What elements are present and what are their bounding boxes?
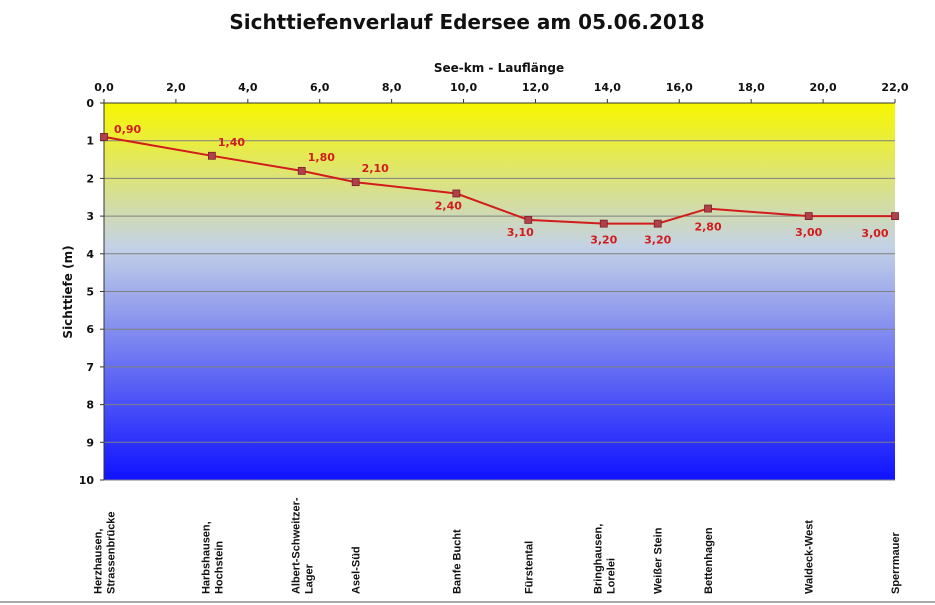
x-tick-label: 20,0 (810, 81, 837, 94)
y-tick-label: 0 (86, 97, 94, 110)
site-label: Bettenhagen (703, 527, 715, 594)
y-tick-label: 7 (86, 361, 94, 374)
site-label: Asel-Süd (351, 546, 363, 594)
x-tick-label: 22,0 (881, 81, 908, 94)
y-tick-label: 10 (79, 474, 95, 487)
data-label: 2,40 (435, 199, 462, 212)
site-label: Fürstental (523, 541, 535, 594)
data-point (599, 219, 608, 228)
data-point (891, 212, 899, 221)
y-tick-label: 6 (86, 323, 94, 336)
site-label: Hochstein (213, 541, 225, 594)
chart-title: Sichttiefenverlauf Edersee am 05.06.2018 (229, 10, 704, 34)
site-label: Strassenbrücke (106, 511, 118, 594)
site-label: Herzhausen, (93, 529, 105, 594)
y-tick-label: 3 (86, 210, 94, 223)
data-point (452, 189, 461, 198)
data-label: 3,00 (795, 226, 822, 239)
site-label: Banfe Bucht (451, 529, 463, 594)
y-tick-label: 5 (86, 286, 94, 299)
site-labels: Herzhausen, Strassenbrücke Harbshausen, Hoc… (93, 497, 903, 594)
data-label: 2,10 (362, 162, 389, 175)
data-point (704, 204, 712, 213)
site-label: Weißer Stein (653, 527, 665, 594)
site-label: Lager (303, 563, 315, 594)
y-tick-labels: 0 1 2 3 4 5 6 7 8 9 10 (79, 97, 95, 487)
site-label: Waldeck-West (804, 520, 816, 594)
site-label: Harbshausen, (200, 521, 212, 594)
data-point (207, 151, 216, 160)
x-tick-label: 14,0 (594, 81, 621, 94)
x-tick-label: 0,0 (94, 81, 114, 94)
data-point (100, 133, 108, 141)
data-label: 0,90 (114, 123, 141, 136)
data-label: 3,20 (644, 234, 671, 247)
y-tick-label: 9 (86, 436, 94, 449)
gridlines (100, 102, 895, 481)
data-label: 3,20 (590, 234, 617, 247)
data-label: 1,80 (308, 151, 335, 164)
site-label: Lorelei (605, 558, 617, 594)
x-tick-label: 12,0 (522, 81, 549, 94)
site-label: Sperrmauer (890, 532, 902, 594)
series-sichttiefe (100, 133, 899, 228)
site-label: Albert-Schweitzer- (290, 497, 302, 594)
data-label: 1,40 (218, 136, 245, 149)
data-point (351, 178, 360, 187)
x-tick-label: 6,0 (310, 81, 330, 94)
data-label: 3,00 (861, 227, 888, 240)
x-tick-label: 2,0 (166, 81, 186, 94)
site-label: Bringhausen, (592, 524, 604, 594)
x-tick-label: 18,0 (738, 81, 765, 94)
x-tick-label: 8,0 (382, 81, 402, 94)
x-tick-label: 16,0 (666, 81, 693, 94)
y-tick-label: 4 (86, 248, 94, 261)
data-point (653, 219, 662, 228)
data-point (804, 212, 813, 221)
data-label: 3,10 (507, 226, 534, 239)
y-tick-label: 1 (86, 135, 94, 148)
y-tick-label: 2 (86, 172, 94, 185)
x-axis-title: See-km - Lauflänge (434, 61, 564, 75)
data-point (297, 166, 306, 175)
x-tick-label: 10,0 (450, 81, 477, 94)
x-tick-label: 4,0 (238, 81, 258, 94)
x-tick-labels: 0,0 2,0 4,0 6,0 8,0 10,0 12,0 14,0 16,0 18,0 20,0 2… (94, 81, 909, 103)
data-labels: 0,90 1,40 1,80 2,10 2,40 3,10 3,20 3,20 2,80 3,00… (114, 123, 889, 247)
y-tick-label: 8 (86, 399, 94, 412)
y-axis-title: Sichttiefe (m) (61, 245, 75, 338)
data-point (524, 215, 533, 224)
data-label: 2,80 (694, 221, 721, 234)
